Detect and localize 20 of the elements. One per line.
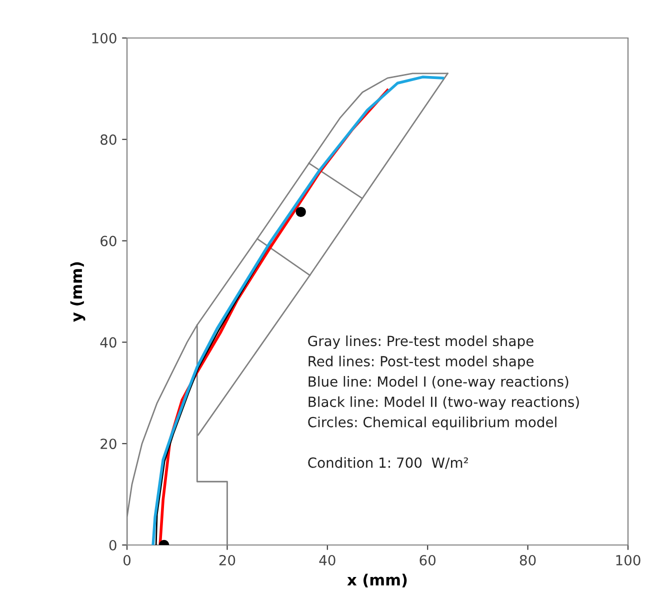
x-tick-label: 60 xyxy=(420,554,436,566)
x-tick-label: 40 xyxy=(319,554,336,566)
y-tick-label: 80 xyxy=(100,134,116,145)
x-tick-label: 20 xyxy=(219,554,236,566)
annotation: Red lines: Post-test model shape xyxy=(308,356,534,370)
x-tick-label: 100 xyxy=(616,554,640,566)
annotation: Circles: Chemical equilibrium model xyxy=(308,416,556,430)
y-tick-label: 100 xyxy=(92,32,116,44)
y-axis-title: y (mm) xyxy=(70,262,86,322)
x-axis-title: x (mm) xyxy=(347,574,407,588)
y-tick-label: 0 xyxy=(109,540,116,550)
annotation: Gray lines: Pre-test model shape xyxy=(308,335,534,349)
y-tick-label: 40 xyxy=(100,337,116,348)
y-tick-label: 60 xyxy=(100,236,116,246)
annotation: Condition 1: 700 W/m² xyxy=(308,457,468,469)
x-tick-label: 80 xyxy=(520,554,536,566)
x-tick-label: 0 xyxy=(123,554,130,566)
annotation: Blue line: Model I (one-way reactions) xyxy=(308,376,568,390)
y-tick-label: 20 xyxy=(100,438,116,450)
annotation: Black line: Model II (two-way reactions) xyxy=(308,396,579,410)
